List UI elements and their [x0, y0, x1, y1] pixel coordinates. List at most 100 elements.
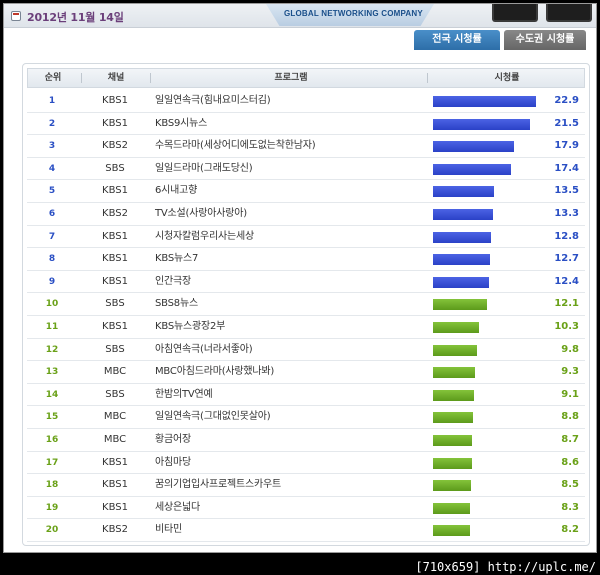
table-row: 18 KBS1 꿈의기업입사프로젝트스카우트 8.5	[27, 474, 585, 497]
rating-cell: 8.8	[561, 411, 579, 423]
channel-cell: KBS2	[102, 524, 128, 536]
program-cell: KBS뉴스광장2부	[155, 320, 226, 332]
rating-bar	[433, 231, 491, 243]
rating-cell: 17.4	[554, 162, 579, 174]
column-header-rank: 순위	[44, 73, 62, 83]
rating-bar	[433, 525, 470, 537]
program-cell: 아침연속극(너라서좋아)	[155, 343, 253, 355]
rank-cell: 19	[45, 502, 59, 513]
rank-cell: 11	[45, 321, 59, 332]
rank-cell: 18	[45, 480, 59, 491]
header-divider	[81, 73, 82, 83]
rating-bar	[433, 502, 470, 514]
channel-cell: SBS	[105, 162, 125, 174]
rating-bar-track	[433, 480, 471, 492]
program-cell: 수목드라마(세상어디에도없는착한남자)	[155, 140, 316, 152]
rank-cell: 5	[48, 186, 56, 197]
rating-cell: 8.5	[561, 479, 579, 491]
rank-cell: 20	[45, 525, 59, 536]
rating-bar-track	[433, 412, 473, 424]
brand-text: GLOBAL NETWORKING COMPANY	[284, 9, 423, 18]
rating-bar	[433, 299, 487, 311]
program-cell: 일일연속극(그대없인못살아)	[155, 411, 271, 423]
program-cell: KBS9시뉴스	[155, 117, 208, 129]
table-row: 19 KBS1 세상은넓다 8.3	[27, 497, 585, 520]
rating-bar-track	[433, 276, 489, 288]
table-row: 13 MBC MBC아침드라마(사랑했나봐) 9.3	[27, 361, 585, 384]
tab-capital-ratings[interactable]: 수도권 시청률	[504, 30, 586, 50]
table-row: 2 KBS1 KBS9시뉴스 21.5	[27, 113, 585, 136]
rating-bar	[433, 276, 489, 288]
table-row: 8 KBS1 KBS뉴스7 12.7	[27, 248, 585, 271]
rating-bar-track	[433, 141, 514, 153]
program-cell: TV소설(사랑아사랑아)	[155, 207, 247, 219]
tab-national-ratings[interactable]: 전국 시청률	[414, 30, 500, 50]
rank-cell: 7	[48, 231, 56, 242]
ratings-window: 2012년 11월 14일 GLOBAL NETWORKING COMPANY …	[3, 3, 597, 553]
monitor-graphic-icon	[492, 4, 538, 22]
rating-cell: 21.5	[554, 117, 579, 129]
column-header-rating: 시청률	[494, 73, 520, 83]
program-cell: 아침마당	[155, 456, 191, 468]
header-divider	[427, 73, 428, 83]
rating-cell: 8.2	[561, 524, 579, 536]
ratings-table: 순위 채널 프로그램 시청률 1 KBS1 일일연속극(힘내요미스터김) 22.9 2 K…	[22, 63, 590, 546]
program-cell: 일일연속극(힘내요미스터김)	[155, 95, 271, 106]
rank-cell: 3	[48, 141, 56, 152]
channel-cell: KBS2	[102, 140, 128, 152]
table-row: 4 SBS 일일드라마(그래도당신) 17.4	[27, 158, 585, 181]
rating-bar-track	[433, 457, 472, 469]
table-row: 7 KBS1 시청자칼럼우리사는세상 12.8	[27, 226, 585, 249]
rating-cell: 12.7	[554, 253, 579, 265]
program-cell: 일일드라마(그래도당신)	[155, 162, 253, 174]
column-header-channel: 채널	[107, 73, 125, 83]
table-row: 10 SBS SBS8뉴스 12.1	[27, 293, 585, 316]
channel-cell: SBS	[105, 343, 125, 355]
channel-cell: KBS1	[102, 95, 128, 106]
table-row: 15 MBC 일일연속극(그대없인못살아) 8.8	[27, 406, 585, 429]
channel-cell: KBS1	[102, 479, 128, 491]
column-header-program: 프로그램	[274, 73, 308, 83]
rating-bar-track	[433, 118, 530, 130]
rating-cell: 12.1	[554, 298, 579, 310]
program-cell: 한밤의TV연예	[155, 388, 213, 400]
rating-bar	[433, 96, 536, 107]
rating-cell: 9.8	[561, 343, 579, 355]
program-cell: 황금어장	[155, 433, 191, 445]
table-header: 순위 채널 프로그램 시청률	[27, 68, 585, 88]
rating-bar-track	[433, 186, 494, 198]
rating-bar	[433, 389, 474, 401]
rating-bar	[433, 186, 494, 198]
program-cell: 시청자칼럼우리사는세상	[155, 230, 254, 242]
program-cell: 6시내고향	[155, 185, 198, 197]
channel-cell: MBC	[103, 411, 127, 423]
program-cell: KBS뉴스7	[155, 253, 199, 265]
table-row: 6 KBS2 TV소설(사랑아사랑아) 13.3	[27, 203, 585, 226]
rank-cell: 2	[48, 118, 56, 129]
rating-bar	[433, 163, 511, 175]
channel-cell: KBS1	[102, 456, 128, 468]
rating-bar	[433, 208, 493, 220]
rating-bar-track	[433, 344, 477, 356]
rating-bar	[433, 254, 490, 266]
rating-cell: 17.9	[554, 140, 579, 152]
program-cell: SBS8뉴스	[155, 298, 198, 310]
channel-cell: KBS1	[102, 501, 128, 513]
rating-bar-track	[433, 434, 472, 446]
rating-bar	[433, 118, 530, 130]
table-row: 14 SBS 한밤의TV연예 9.1	[27, 384, 585, 407]
rank-cell: 4	[48, 163, 56, 174]
rating-bar	[433, 367, 475, 379]
table-body: 1 KBS1 일일연속극(힘내요미스터김) 22.9 2 KBS1 KBS9시뉴스 21.5 3…	[27, 90, 585, 542]
rating-bar-track	[433, 299, 487, 311]
rating-bar-track	[433, 389, 474, 401]
channel-cell: KBS1	[102, 230, 128, 242]
channel-cell: KBS1	[102, 117, 128, 129]
rating-bar-track	[433, 96, 536, 107]
rank-cell: 14	[45, 389, 59, 400]
table-row: 9 KBS1 인간극장 12.4	[27, 271, 585, 294]
rating-bar-track	[433, 525, 470, 537]
program-cell: 비타민	[155, 524, 182, 536]
rating-cell: 9.1	[561, 388, 579, 400]
date-label: 2012년 11월 14일	[27, 11, 124, 24]
